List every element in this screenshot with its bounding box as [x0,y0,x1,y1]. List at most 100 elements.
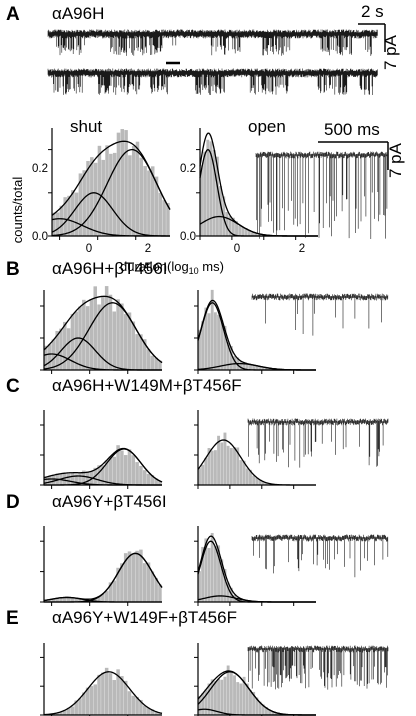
panel-c-open-histogram [194,410,316,489]
panel-a-inset-scale-time: 500 ms [324,120,380,139]
fit-curve-total [43,447,163,483]
histogram-bar [223,325,227,370]
histogram-bar [158,360,162,370]
histogram-bar [268,709,272,715]
histogram-bar [154,176,159,236]
histogram-bar [268,483,272,485]
histogram-bar [93,684,97,715]
histogram-bar [220,679,224,715]
histogram-bar [209,141,213,236]
histogram-bar [82,170,86,236]
histogram-bar [142,563,147,602]
histogram-bar [116,132,121,236]
histogram-bar [135,696,139,715]
histogram-bar [93,162,98,236]
panel-b-shut-histogram [40,286,163,374]
histogram-bar [51,713,56,715]
histogram-bar [198,571,201,602]
histogram-bar [223,569,227,602]
panel-b-title: αA96H+βT456I [52,259,168,278]
histogram-bar [139,334,143,370]
histogram-bar [201,693,205,715]
histogram-bar [166,202,170,236]
histogram-bar [146,562,151,602]
histogram-bar [74,474,78,485]
histogram-bar [108,673,113,715]
histogram-bar [104,591,109,602]
histogram-bar [47,476,52,485]
panel-d-title: αA96Y+βT456I [52,492,167,511]
histogram-bar [201,546,205,602]
histogram-bar [135,550,139,602]
histogram-bar [242,460,246,485]
histogram-bar [242,599,246,602]
histogram-bar [127,691,132,715]
panel-a-shut-xtick-0: 0 [86,243,92,255]
histogram-bar [154,478,158,485]
histogram-bar [245,364,249,370]
histogram-bar [112,311,117,370]
histogram-bar [225,212,229,236]
histogram-bar [257,234,261,236]
histogram-bar [123,680,128,715]
histogram-bar [217,314,221,370]
histogram-bar [44,476,48,485]
histogram-bar [150,709,155,715]
inset-current-trace [251,293,389,336]
histogram-bar [226,665,230,715]
histogram-bar [233,356,236,370]
histogram-bar [44,600,48,602]
histogram-bar [143,165,147,236]
histogram-bar [63,473,67,485]
histogram-bar [258,479,262,485]
histogram-bar [120,676,124,715]
histogram-bar [229,447,233,485]
panel-a-open-xtick-0: 0 [234,243,240,255]
histogram-bar [200,165,203,236]
histogram-bar [82,299,86,370]
histogram-bar [74,311,78,370]
inset-current-trace [251,534,389,578]
histogram-bar [97,145,102,236]
panel-a-scale-time: 2 s [361,2,384,21]
histogram-bar [154,357,158,370]
inset-current-trace [247,418,389,468]
histogram-bar [90,157,94,236]
histogram-bar [89,686,94,715]
histogram-bar [204,538,208,602]
histogram-bar [51,475,56,485]
histogram-bar [104,667,109,715]
histogram-bar [251,232,254,236]
histogram-bar [244,228,248,236]
histogram-bar [82,599,86,602]
histogram-bar [162,200,166,236]
histogram-bar [150,166,155,236]
histogram-bar [226,445,230,485]
panel-a-ylabel: counts/total [10,177,25,244]
histogram-bar [207,683,211,715]
histogram-bar [241,226,245,236]
histogram-bar [63,709,67,715]
histogram-bar [101,672,105,715]
panel-a-scale-current: 7 pA [381,34,400,70]
histogram-bar [139,549,143,602]
histogram-bar [226,342,230,370]
histogram-bar [142,339,147,370]
histogram-bar [258,701,262,715]
panel-e-shut-histogram [40,643,163,716]
histogram-bar [204,689,208,715]
panel-a-open-label: open [248,117,286,136]
histogram-bar [239,361,243,370]
histogram-bar [213,312,217,370]
histogram-bar [135,334,139,370]
panel-e-open-histogram [194,643,316,716]
histogram-bar [261,704,265,715]
histogram-bar [206,139,210,236]
histogram-bar [89,299,94,370]
histogram-bar [59,328,63,370]
histogram-bar [198,329,201,370]
histogram-bar [217,678,221,715]
histogram-bar [123,553,128,602]
histogram-bar [226,582,230,602]
